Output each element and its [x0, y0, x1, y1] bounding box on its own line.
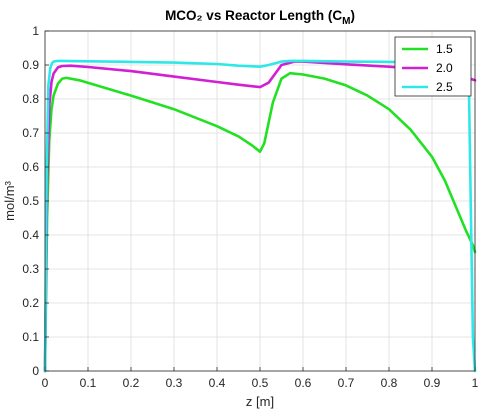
y-tick-label: 0.8	[22, 92, 39, 106]
legend: 1.5 2.0 2.5	[394, 36, 472, 97]
chart-title: MCO₂ vs Reactor Length (CM)	[165, 8, 355, 27]
chart-title-subscript: M	[342, 16, 350, 27]
y-axis-ticks: 0 0.1 0.2 0.3 0.4 0.5 0.6 0.7 0.8 0.9 1	[22, 24, 49, 378]
x-tick-label: 0.9	[424, 376, 441, 390]
x-tick-label: 0.7	[338, 376, 355, 390]
y-tick-label: 0.2	[22, 296, 39, 310]
x-tick-label: 0.1	[80, 376, 97, 390]
x-tick-label: 0.6	[295, 376, 312, 390]
x-tick-label: 0.3	[166, 376, 183, 390]
y-axis-label: mol/m³	[2, 180, 17, 220]
x-tick-label: 1	[472, 376, 479, 390]
legend-label: 2.5	[436, 80, 453, 94]
y-tick-label: 0.4	[22, 228, 39, 242]
y-tick-label: 0.9	[22, 58, 39, 72]
y-tick-label: 0.1	[22, 330, 39, 344]
y-tick-label: 0.5	[22, 194, 39, 208]
y-tick-label: 0.3	[22, 262, 39, 276]
chart-title-main: MCO₂ vs Reactor Length (C	[165, 8, 342, 23]
x-tick-label: 0.8	[381, 376, 398, 390]
legend-label: 1.5	[436, 42, 453, 56]
series-line-2-0	[43, 60, 477, 373]
x-axis-label: z [m]	[246, 394, 274, 409]
y-tick-label: 0	[32, 364, 39, 378]
x-tick-label: 0.4	[209, 376, 226, 390]
x-tick-label: 0.5	[252, 376, 269, 390]
x-tick-label: 0.2	[123, 376, 140, 390]
x-tick-label: 0	[42, 376, 49, 390]
series-line-1-5	[43, 71, 477, 373]
y-tick-label: 0.6	[22, 160, 39, 174]
chart-title-close: )	[350, 8, 355, 23]
y-tick-label: 1	[32, 24, 39, 38]
x-axis-ticks: 0 0.1 0.2 0.3 0.4 0.5 0.6 0.7 0.8 0.9 1	[42, 367, 479, 390]
legend-label: 2.0	[436, 61, 453, 75]
y-tick-label: 0.7	[22, 126, 39, 140]
